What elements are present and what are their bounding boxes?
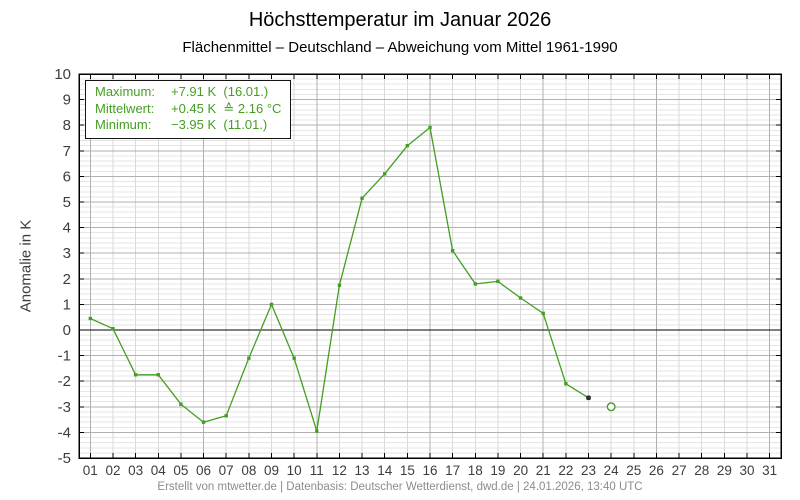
chart-subtitle: Flächenmittel – Deutschland – Abweichung… <box>182 39 618 56</box>
svg-text:31: 31 <box>762 463 777 478</box>
svg-text:19: 19 <box>490 463 505 478</box>
svg-text:08: 08 <box>241 463 256 478</box>
data-point <box>224 414 228 418</box>
legend-line-mean: Mittelwert: +0.45 K ≙ 2.16 °C <box>95 101 281 118</box>
data-point <box>496 279 500 284</box>
data-point <box>428 125 432 130</box>
data-point <box>269 302 274 307</box>
data-point-latest <box>586 395 591 401</box>
svg-text:1: 1 <box>63 296 71 313</box>
svg-text:16: 16 <box>422 463 437 478</box>
axis-ticks <box>79 73 781 459</box>
svg-text:17: 17 <box>445 463 460 478</box>
data-point <box>473 282 477 286</box>
svg-text:21: 21 <box>536 463 551 478</box>
preliminary-point-markers <box>606 402 616 412</box>
legend-minimum-value: −3.95 K (11.01.) <box>171 117 268 132</box>
svg-text:0: 0 <box>63 322 71 339</box>
svg-text:9: 9 <box>63 92 71 109</box>
legend-line-maximum: Maximum: +7.91 K (16.01.) <box>95 84 281 101</box>
data-point <box>518 296 523 300</box>
svg-text:-5: -5 <box>58 450 71 467</box>
svg-text:18: 18 <box>468 463 483 478</box>
data-point-open-circle <box>606 402 616 412</box>
svg-text:4: 4 <box>63 220 71 237</box>
svg-text:09: 09 <box>264 463 279 478</box>
data-point <box>156 373 160 377</box>
svg-text:6: 6 <box>63 168 71 185</box>
svg-text:27: 27 <box>672 463 687 478</box>
svg-text:-1: -1 <box>58 348 71 365</box>
svg-text:10: 10 <box>287 463 302 478</box>
data-point <box>179 402 183 406</box>
legend-mean-value: +0.45 K ≙ 2.16 °C <box>171 100 282 116</box>
svg-text:-3: -3 <box>58 399 71 416</box>
legend-maximum-value: +7.91 K (16.01.) <box>171 84 269 99</box>
svg-text:03: 03 <box>128 463 143 478</box>
data-point <box>201 420 206 424</box>
y-tick-labels: -5 -4 -3 -2 -1 0 1 2 3 4 5 6 7 8 9 10 <box>54 66 71 467</box>
svg-text:24: 24 <box>604 463 620 478</box>
svg-text:-2: -2 <box>58 373 71 390</box>
svg-text:04: 04 <box>151 463 167 478</box>
svg-text:13: 13 <box>355 463 370 478</box>
svg-text:05: 05 <box>173 463 188 478</box>
data-point <box>133 373 138 377</box>
svg-text:29: 29 <box>717 463 732 478</box>
svg-text:10: 10 <box>54 66 71 83</box>
data-point <box>541 311 545 316</box>
svg-text:30: 30 <box>740 463 755 478</box>
svg-text:12: 12 <box>332 463 347 478</box>
data-point <box>111 327 115 331</box>
svg-text:26: 26 <box>649 463 664 478</box>
svg-text:8: 8 <box>63 117 71 134</box>
data-point <box>88 316 93 321</box>
legend-line-minimum: Minimum: −3.95 K (11.01.) <box>95 117 281 134</box>
footer-credit: Erstellt von mtwetter.de | Datenbasis: D… <box>157 481 643 493</box>
svg-text:22: 22 <box>558 463 573 478</box>
svg-text:15: 15 <box>400 463 415 478</box>
svg-text:02: 02 <box>105 463 120 478</box>
svg-text:25: 25 <box>626 463 641 478</box>
legend-mean-label: Mittelwert: <box>95 100 155 116</box>
data-point <box>405 143 410 148</box>
svg-text:20: 20 <box>513 463 528 478</box>
data-point <box>383 172 387 176</box>
data-point <box>315 429 319 433</box>
x-tick-labels: 01 02 03 04 05 06 07 08 09 10 11 12 13 14 15 16 17 18 19 20… <box>83 463 777 478</box>
svg-text:5: 5 <box>63 194 71 211</box>
svg-text:-4: -4 <box>58 424 71 441</box>
svg-text:3: 3 <box>63 245 71 262</box>
data-point <box>337 283 342 287</box>
data-point <box>564 382 568 386</box>
svg-text:07: 07 <box>219 463 234 478</box>
svg-text:01: 01 <box>83 463 98 478</box>
svg-text:14: 14 <box>377 463 393 478</box>
svg-text:28: 28 <box>694 463 709 478</box>
svg-text:7: 7 <box>63 143 71 160</box>
data-point <box>360 196 364 200</box>
legend-maximum-label: Maximum: <box>95 84 155 99</box>
legend-minimum-label: Minimum: <box>95 117 152 132</box>
data-point <box>292 356 296 360</box>
data-point-markers <box>88 125 591 433</box>
chart-title: Höchsttemperatur im Januar 2026 <box>248 9 552 31</box>
svg-text:2: 2 <box>63 271 71 288</box>
svg-text:23: 23 <box>581 463 596 478</box>
data-point <box>450 248 455 253</box>
data-point <box>247 356 251 360</box>
stats-legend-box: Maximum: +7.91 K (16.01.) Mittelwert: +0… <box>85 80 292 139</box>
svg-text:11: 11 <box>310 463 324 478</box>
svg-text:06: 06 <box>196 463 211 478</box>
